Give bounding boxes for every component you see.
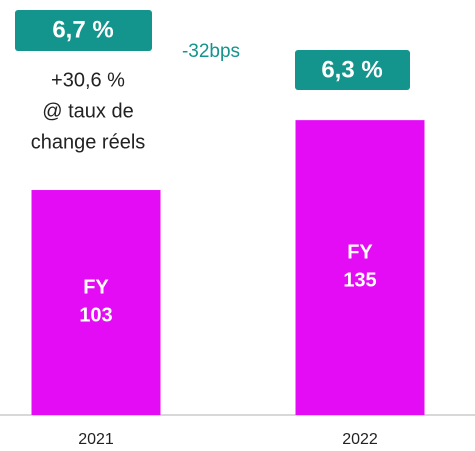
- badge: [295, 50, 410, 90]
- annotation: 6,3 %: [321, 56, 382, 83]
- annotation: @ taux de: [42, 100, 133, 122]
- badge: [15, 10, 152, 51]
- annotation: change réels: [31, 131, 146, 153]
- x-tick-label: 2021: [78, 431, 114, 448]
- annotation: 6,7 %: [52, 16, 113, 43]
- x-tick-label: 2022: [342, 431, 378, 448]
- value-label: FY 103: [79, 277, 112, 327]
- bar: [295, 120, 425, 415]
- annotation: -32bps: [182, 41, 240, 62]
- value-label: FY 135: [343, 242, 376, 292]
- annotation: +30,6 %: [51, 69, 125, 91]
- bar: [31, 190, 161, 415]
